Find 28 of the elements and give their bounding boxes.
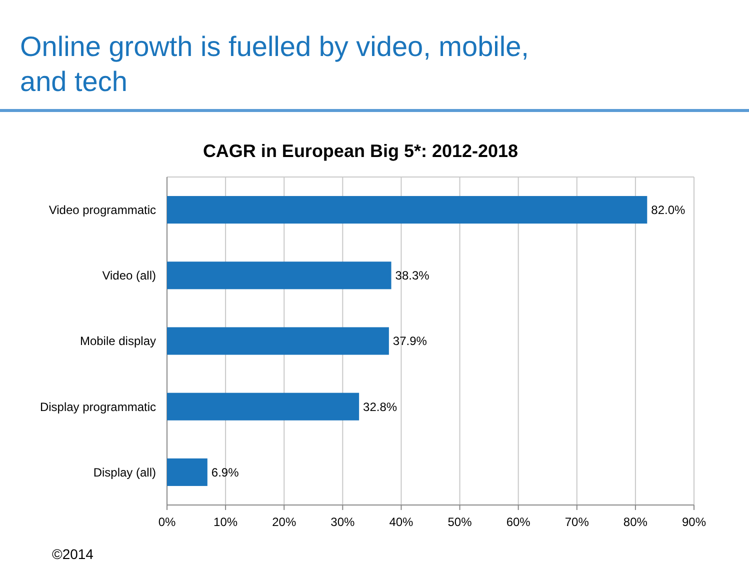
x-tick-label: 50%: [448, 515, 472, 529]
bar: [167, 262, 392, 290]
x-tick-label: 80%: [623, 515, 648, 529]
bar: [167, 458, 208, 486]
chart-subtitle: CAGR in European Big 5*: 2012-2018: [202, 141, 518, 161]
data-label: 37.9%: [392, 334, 428, 348]
bar: [167, 327, 389, 355]
y-tick-label: Video (all): [102, 268, 156, 283]
data-label: 32.8%: [363, 400, 398, 414]
bar: [167, 196, 648, 224]
bar: [167, 392, 360, 420]
data-label: 82.0%: [651, 203, 686, 217]
x-tick-label: 70%: [564, 515, 590, 529]
x-tick-label: 90%: [682, 515, 706, 529]
y-tick-label: Display programmatic: [40, 400, 156, 414]
data-label: 6.9%: [211, 465, 240, 480]
x-tick-label: 20%: [272, 515, 296, 529]
x-tick-label: 0%: [158, 515, 176, 529]
chart-title: Online growth is fuelled by video, mobile, and tech: [20, 31, 529, 97]
data-label: 38.3%: [395, 268, 430, 283]
y-tick-label: Video programmatic: [48, 203, 156, 217]
y-tick-label: Display (all): [93, 465, 156, 480]
x-tick-label: 60%: [506, 515, 531, 529]
x-tick-label: 40%: [389, 515, 414, 529]
x-tick-label: 10%: [214, 515, 238, 529]
text: ©2014: [52, 546, 94, 562]
x-tick-label: 30%: [330, 515, 355, 529]
y-tick-label: Mobile display: [80, 334, 156, 348]
